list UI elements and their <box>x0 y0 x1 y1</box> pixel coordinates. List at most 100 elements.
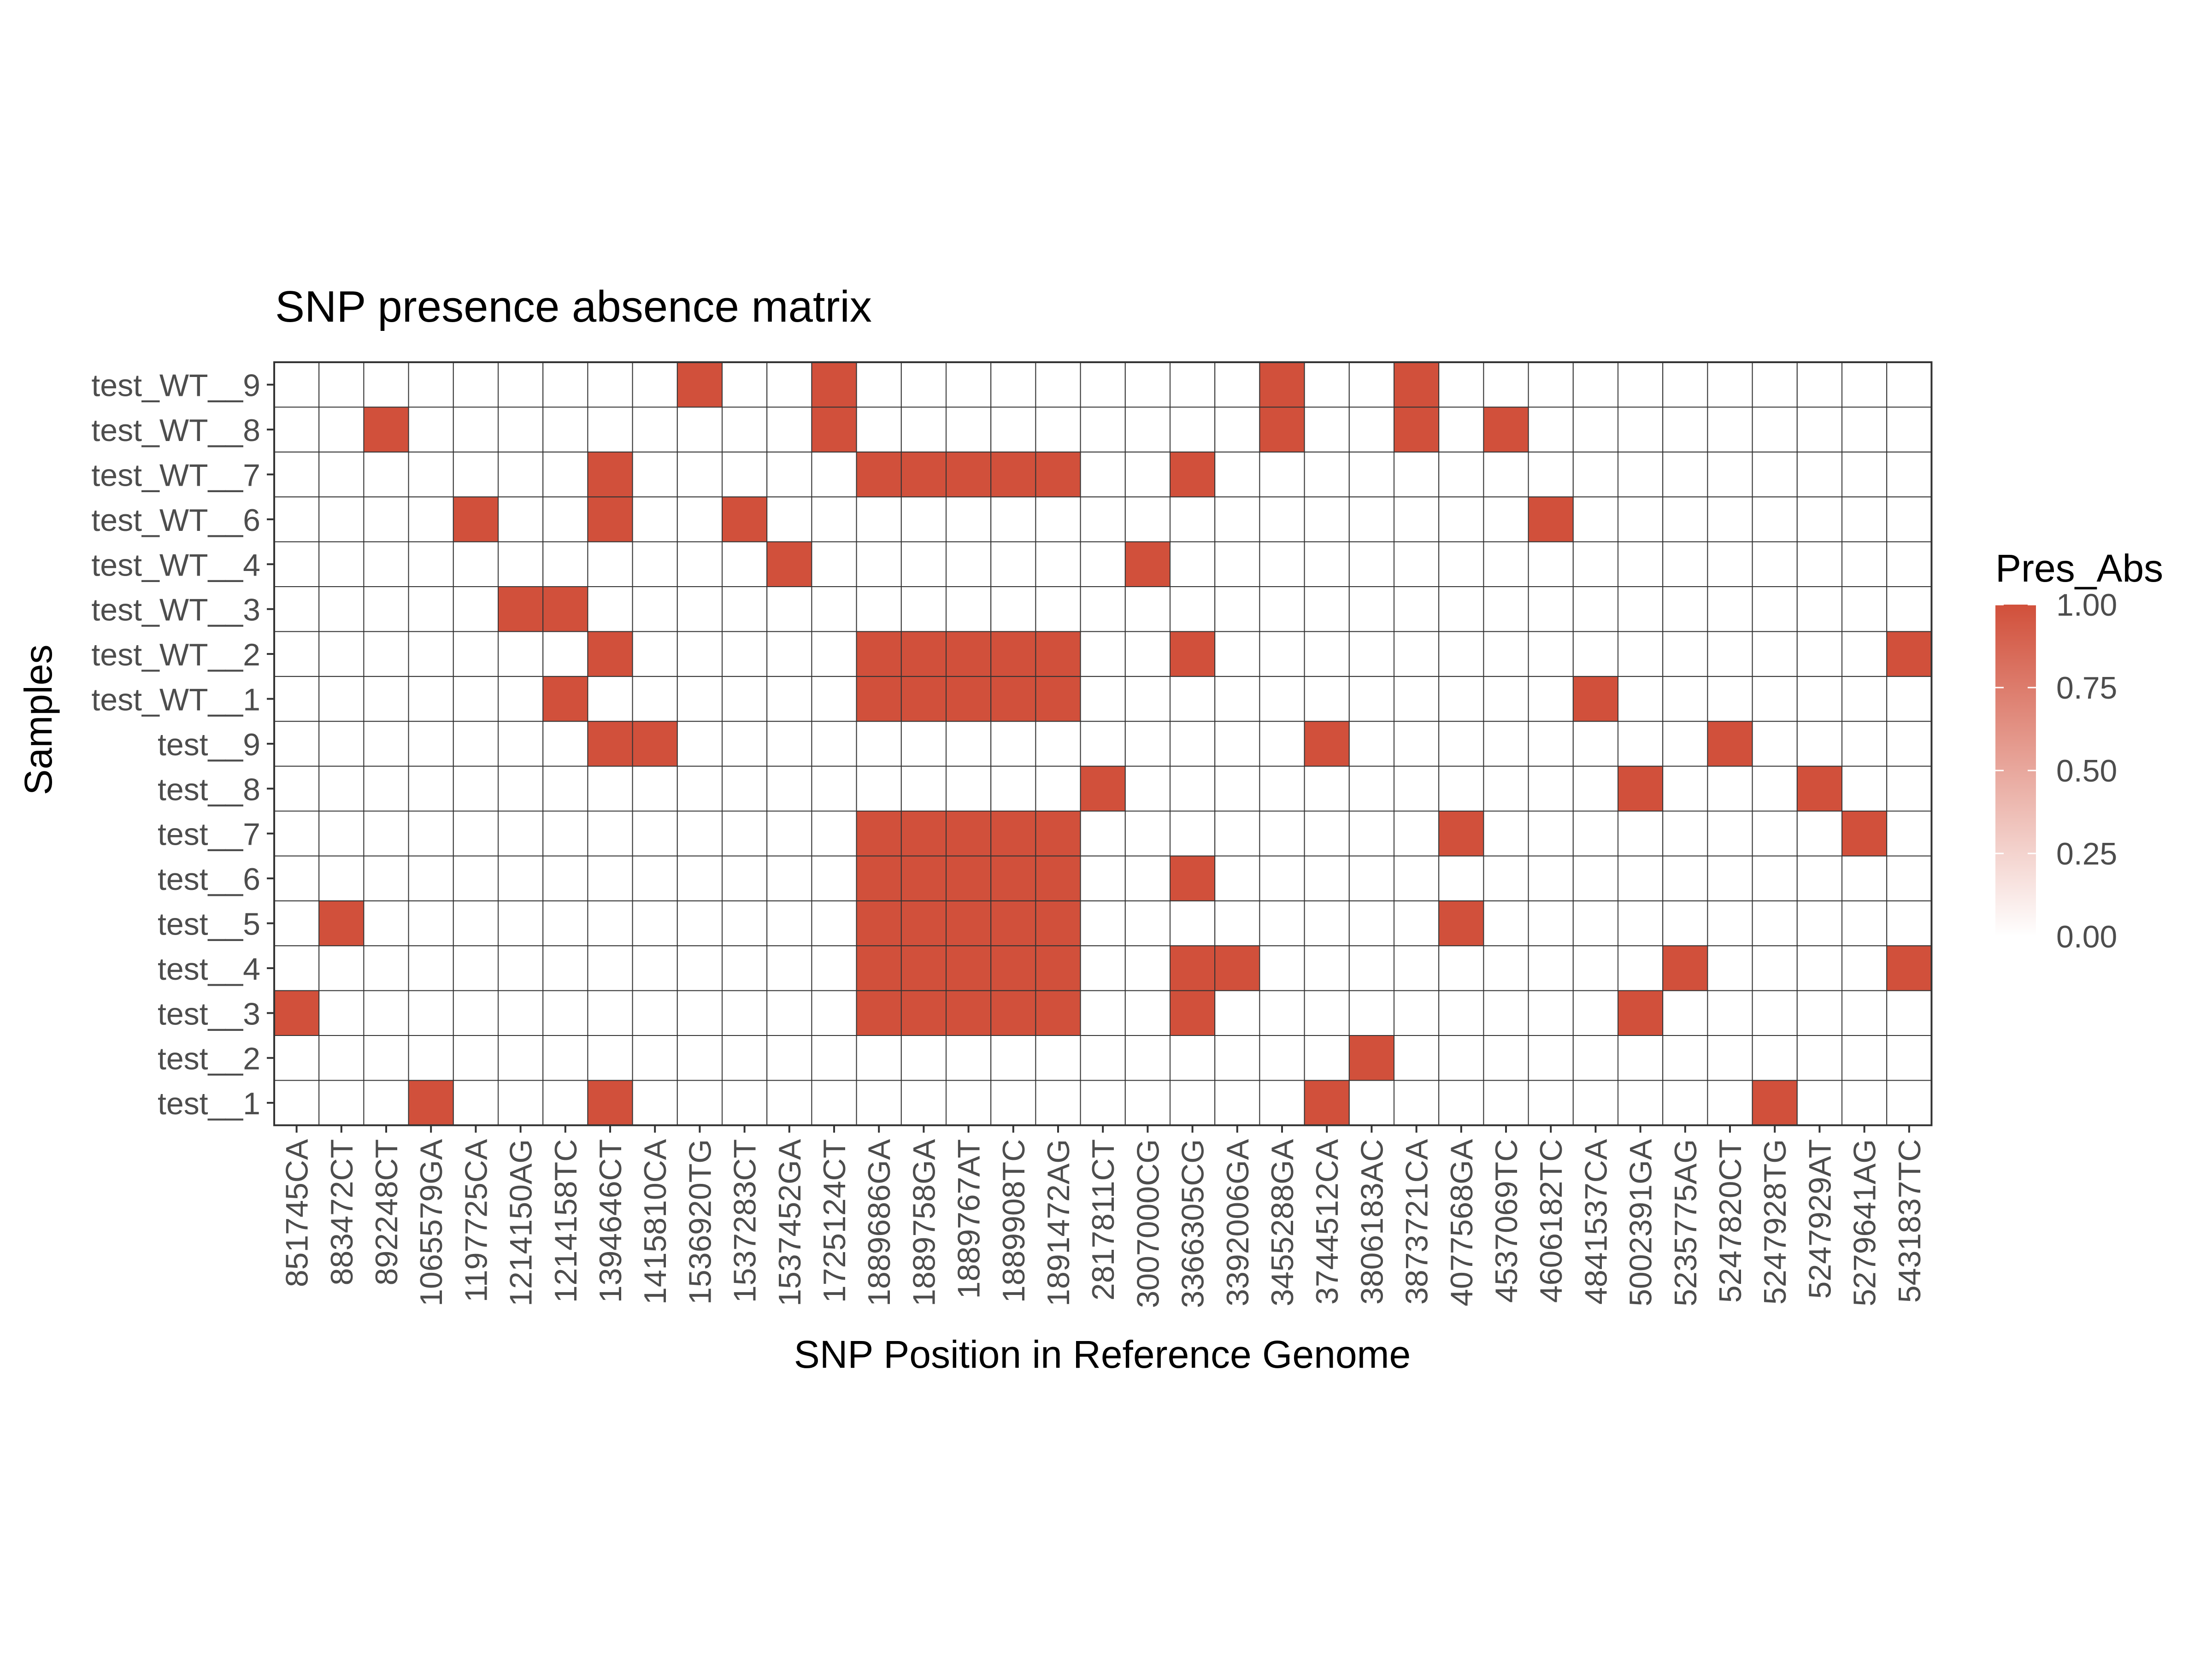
heatmap-cell <box>1348 496 1395 542</box>
heatmap-cell <box>1752 362 1798 408</box>
heatmap-cell <box>1438 451 1484 498</box>
heatmap-cell <box>453 1035 499 1081</box>
heatmap-cell <box>363 990 409 1036</box>
heatmap-cell <box>1080 765 1126 812</box>
heatmap-cell <box>632 990 678 1036</box>
heatmap-cell <box>1483 586 1529 632</box>
heatmap-cell <box>274 811 320 857</box>
heatmap-cell <box>453 945 499 991</box>
heatmap-cell <box>1707 765 1753 812</box>
heatmap-cell <box>1170 496 1216 542</box>
heatmap-cell <box>542 945 588 991</box>
y-tick-label: test__9 <box>158 727 260 762</box>
heatmap-cell <box>1886 541 1932 587</box>
heatmap-cell <box>408 811 454 857</box>
x-tick-label: 1537452GA <box>772 1139 807 1306</box>
heatmap-cell <box>990 811 1036 857</box>
y-tick-label: test__8 <box>158 772 260 807</box>
heatmap-cell <box>1618 900 1664 947</box>
heatmap-cell <box>1841 631 1888 677</box>
heatmap-cell <box>722 496 768 542</box>
heatmap-cell <box>856 990 902 1036</box>
heatmap-cell <box>542 765 588 812</box>
heatmap-cell <box>1080 676 1126 722</box>
y-tick-label: test__2 <box>158 1041 260 1077</box>
x-tick-label: 4606182TC <box>1534 1139 1569 1303</box>
heatmap-cell <box>1841 676 1888 722</box>
heatmap-cell <box>1304 496 1350 542</box>
heatmap-cell <box>1394 496 1440 542</box>
heatmap-cell <box>1886 586 1932 632</box>
heatmap-cell <box>632 362 678 408</box>
heatmap-cell <box>1438 362 1484 408</box>
heatmap-cell <box>1214 406 1260 453</box>
heatmap-cell <box>1035 765 1081 812</box>
heatmap-cell <box>1438 496 1484 542</box>
heatmap-cell <box>1752 541 1798 587</box>
heatmap-cell <box>1662 1035 1708 1081</box>
heatmap-cell <box>1259 1080 1305 1126</box>
heatmap-cell <box>856 541 902 587</box>
heatmap-cell <box>677 1080 723 1126</box>
heatmap-cell <box>1348 541 1395 587</box>
heatmap-cell <box>274 586 320 632</box>
heatmap-cell <box>1214 765 1260 812</box>
heatmap-cell <box>946 451 992 498</box>
heatmap-cell <box>1035 811 1081 857</box>
heatmap-cell <box>498 1035 544 1081</box>
heatmap-cell <box>1752 1035 1798 1081</box>
heatmap-cell <box>632 1080 678 1126</box>
heatmap-cell <box>1618 990 1664 1036</box>
heatmap-cell <box>1124 945 1171 991</box>
heatmap-cell <box>1124 676 1171 722</box>
heatmap-cell <box>946 1035 992 1081</box>
heatmap-cell <box>1259 631 1305 677</box>
heatmap-cell <box>587 362 633 408</box>
heatmap-cell <box>856 406 902 453</box>
heatmap-cell <box>363 945 409 991</box>
heatmap-cell <box>990 1080 1036 1126</box>
heatmap-cell <box>1170 362 1216 408</box>
heatmap-cell <box>498 811 544 857</box>
heatmap-cell <box>1707 900 1753 947</box>
heatmap-cell <box>1348 811 1395 857</box>
heatmap-cell <box>722 541 768 587</box>
heatmap-cell <box>542 1035 588 1081</box>
heatmap-cell <box>274 990 320 1036</box>
heatmap-cell <box>274 406 320 453</box>
heatmap-cell <box>811 451 857 498</box>
heatmap-cell <box>1752 855 1798 901</box>
heatmap-cell <box>677 721 723 767</box>
heatmap-cell <box>363 406 409 453</box>
heatmap-cell <box>1304 451 1350 498</box>
heatmap-cell <box>766 990 812 1036</box>
y-axis-title: Samples <box>17 645 60 795</box>
heatmap-cell <box>632 721 678 767</box>
heatmap-cell <box>677 362 723 408</box>
heatmap-cell <box>1886 811 1932 857</box>
heatmap-cell <box>677 406 723 453</box>
heatmap-cell <box>498 990 544 1036</box>
heatmap-cell <box>1394 631 1440 677</box>
x-axis-ticks: 851745CA 883472CT 892248CT 1065579GA 1197725… <box>280 1125 1927 1308</box>
heatmap-cell <box>1483 900 1529 947</box>
x-tick-label: 5247929AT <box>1802 1139 1837 1299</box>
heatmap-cell <box>1348 406 1395 453</box>
heatmap-cell <box>1170 631 1216 677</box>
x-tick-label: 1065579GA <box>414 1139 449 1306</box>
heatmap-cell <box>1170 990 1216 1036</box>
heatmap-cell <box>1528 541 1574 587</box>
y-tick-label: test_WT__6 <box>91 503 260 538</box>
heatmap-cell <box>900 990 947 1036</box>
heatmap-cell <box>1259 765 1305 812</box>
heatmap-cell <box>542 406 588 453</box>
heatmap-cell <box>542 496 588 542</box>
x-tick-label: 892248CT <box>369 1139 404 1286</box>
heatmap-cell <box>1170 855 1216 901</box>
heatmap-cell <box>1438 765 1484 812</box>
heatmap-cell <box>1394 541 1440 587</box>
legend-tick-label: 0.50 <box>2056 753 2117 788</box>
heatmap-cell <box>856 811 902 857</box>
heatmap-cell <box>1394 586 1440 632</box>
